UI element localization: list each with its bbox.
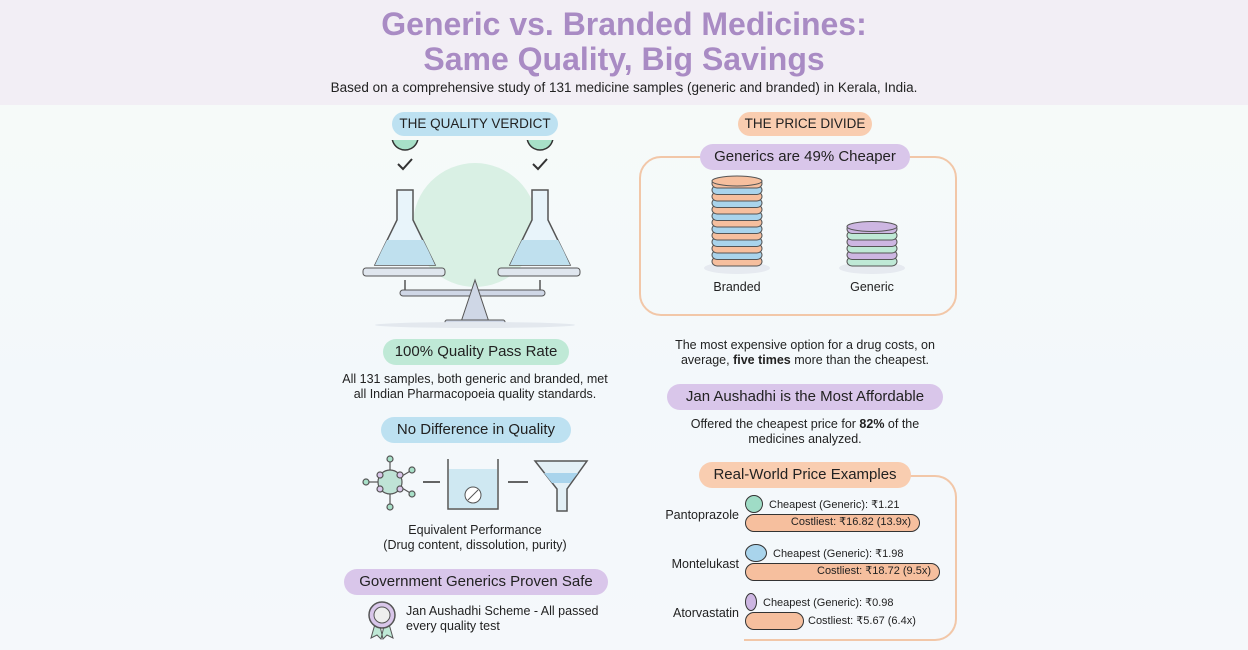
background-circle bbox=[413, 163, 537, 287]
generic-coin-top bbox=[846, 221, 898, 232]
drug-name: Atorvastatin bbox=[672, 606, 739, 620]
generic-label: Generic bbox=[850, 280, 894, 294]
costliest-bar: Costliest: ₹18.72 (9.5x) bbox=[745, 563, 940, 581]
beaker-tablet-icon bbox=[447, 459, 499, 510]
award-seal-icon bbox=[368, 601, 396, 640]
scheme-line2: every quality test bbox=[406, 619, 500, 633]
five-times-line2: average, five times more than the cheape… bbox=[650, 353, 960, 368]
pass-rate-text: All 131 samples, both generic and brande… bbox=[330, 372, 620, 402]
coin-stacks bbox=[704, 175, 905, 274]
no-difference-badge: No Difference in Quality bbox=[381, 417, 571, 443]
cheapest-bar bbox=[745, 593, 757, 611]
jan-aushadhi-scheme-text: Jan Aushadhi Scheme - All passed every qu… bbox=[406, 604, 606, 634]
page-title-line2: Same Quality, Big Savings bbox=[423, 41, 825, 77]
jan-bold: 82% bbox=[859, 417, 885, 431]
funnel-icon bbox=[533, 460, 589, 512]
quality-icons bbox=[362, 455, 589, 512]
page-title-line1: Generic vs. Branded Medicines: bbox=[381, 6, 867, 42]
costliest-bar: Costliest: ₹16.82 (13.9x) bbox=[745, 514, 920, 532]
five-times-post: more than the cheapest. bbox=[790, 353, 930, 367]
page-subtitle: Based on a comprehensive study of 131 me… bbox=[330, 80, 918, 95]
pass-rate-line2: all Indian Pharmacopoeia quality standar… bbox=[353, 387, 597, 401]
equivalent-line2: (Drug content, dissolution, purity) bbox=[383, 538, 567, 552]
equivalent-line1: Equivalent Performance bbox=[408, 523, 542, 537]
five-times-text: The most expensive option for a drug cos… bbox=[650, 338, 960, 368]
checkmark-icon bbox=[391, 140, 419, 171]
branded-label: Branded bbox=[713, 280, 761, 294]
government-generics-badge: Government Generics Proven Safe bbox=[344, 569, 608, 595]
five-times-pre: average, bbox=[680, 353, 734, 367]
header-band bbox=[0, 0, 1248, 105]
cheapest-label: Cheapest (Generic): ₹0.98 bbox=[763, 597, 894, 609]
jan-pre: Offered the cheapest price for bbox=[690, 417, 860, 431]
generics-cheaper-badge: Generics are 49% Cheaper bbox=[700, 144, 910, 170]
costliest-bar bbox=[745, 612, 804, 630]
jan-aushadhi-badge: Jan Aushadhi is the Most Affordable bbox=[667, 384, 943, 410]
five-times-line1: The most expensive option for a drug cos… bbox=[675, 338, 935, 352]
checkmark-icon bbox=[526, 140, 554, 171]
pass-rate-badge: 100% Quality Pass Rate bbox=[383, 339, 569, 365]
drug-name: Montelukast bbox=[671, 557, 739, 571]
branded-coin-top bbox=[711, 175, 763, 187]
cheapest-label: Cheapest (Generic): ₹1.21 bbox=[769, 499, 900, 511]
price-examples-badge: Real-World Price Examples bbox=[699, 462, 911, 488]
pass-rate-line1: All 131 samples, both generic and brande… bbox=[342, 372, 608, 386]
jan-aushadhi-text: Offered the cheapest price for 82% of th… bbox=[650, 417, 960, 447]
molecule-icon bbox=[362, 455, 416, 511]
cheapest-bar bbox=[745, 495, 763, 513]
quality-verdict-heading: THE QUALITY VERDICT bbox=[392, 112, 558, 136]
five-times-bold: five times bbox=[733, 353, 791, 367]
flask-icon bbox=[508, 189, 572, 266]
jan-line1: Offered the cheapest price for 82% of th… bbox=[650, 417, 960, 432]
jan-post: of the bbox=[884, 417, 920, 431]
equivalent-performance-text: Equivalent Performance (Drug content, dis… bbox=[330, 523, 620, 553]
jan-line2: medicines analyzed. bbox=[748, 432, 862, 446]
drug-name: Pantoprazole bbox=[665, 508, 739, 522]
price-divide-heading: THE PRICE DIVIDE bbox=[738, 112, 872, 136]
scheme-line1: Jan Aushadhi Scheme - All passed bbox=[406, 604, 599, 618]
cheapest-bar bbox=[745, 544, 767, 562]
costliest-label: Costliest: ₹5.67 (6.4x) bbox=[808, 615, 916, 627]
flask-icon bbox=[373, 189, 437, 266]
scale-illustration bbox=[362, 140, 581, 328]
cheapest-label: Cheapest (Generic): ₹1.98 bbox=[773, 548, 904, 560]
